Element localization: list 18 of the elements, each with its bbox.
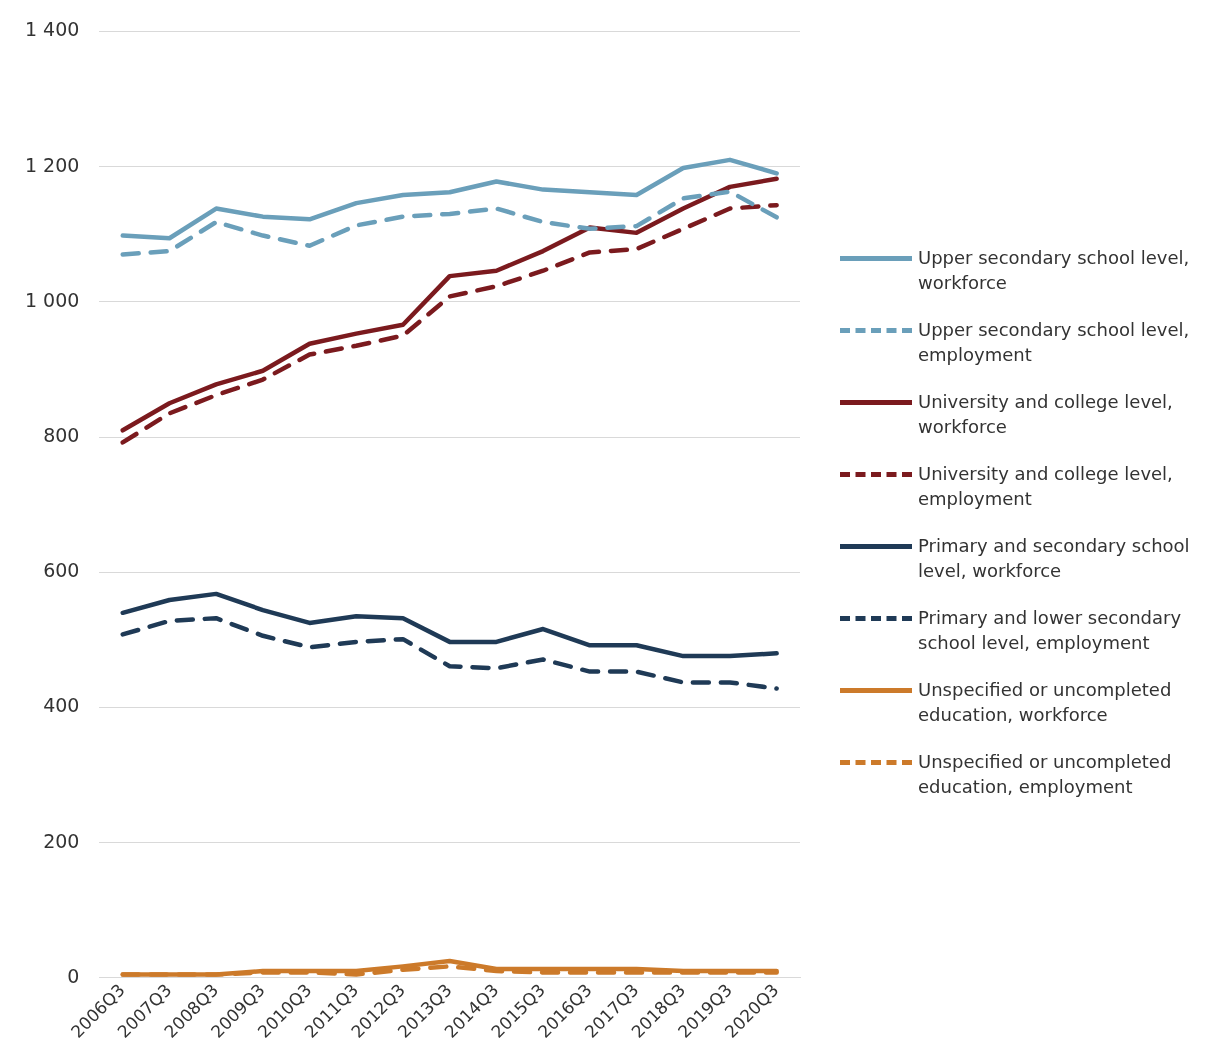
legend-label: Upper secondary school level, employment [918, 318, 1191, 367]
line-series [120, 615, 779, 691]
line-series [120, 189, 779, 257]
y-tick-label: 1 200 [24, 153, 80, 176]
y-tick-label: 1 400 [24, 18, 80, 41]
y-tick-label: 600 [43, 559, 80, 582]
legend-label: Unspecified or uncompleted education, employment [918, 750, 1173, 799]
legend-label: Primary and lower secondary school level, employment [918, 606, 1183, 655]
legend-label: University and college level, employment [918, 462, 1174, 511]
legend-label: University and college level, workforce [918, 390, 1174, 439]
y-tick-label: 0 [67, 964, 80, 987]
legend-label: Upper secondary school level, workforce [918, 246, 1191, 295]
y-tick-label: 200 [43, 829, 80, 852]
legend-label: Primary and secondary school level, workforce [918, 534, 1191, 583]
y-tick-label: 1 000 [24, 288, 80, 311]
y-tick-label: 800 [43, 423, 80, 446]
y-tick-label: 400 [43, 694, 80, 717]
legend-label: Unspecified or uncompleted education, workforce [918, 678, 1173, 727]
